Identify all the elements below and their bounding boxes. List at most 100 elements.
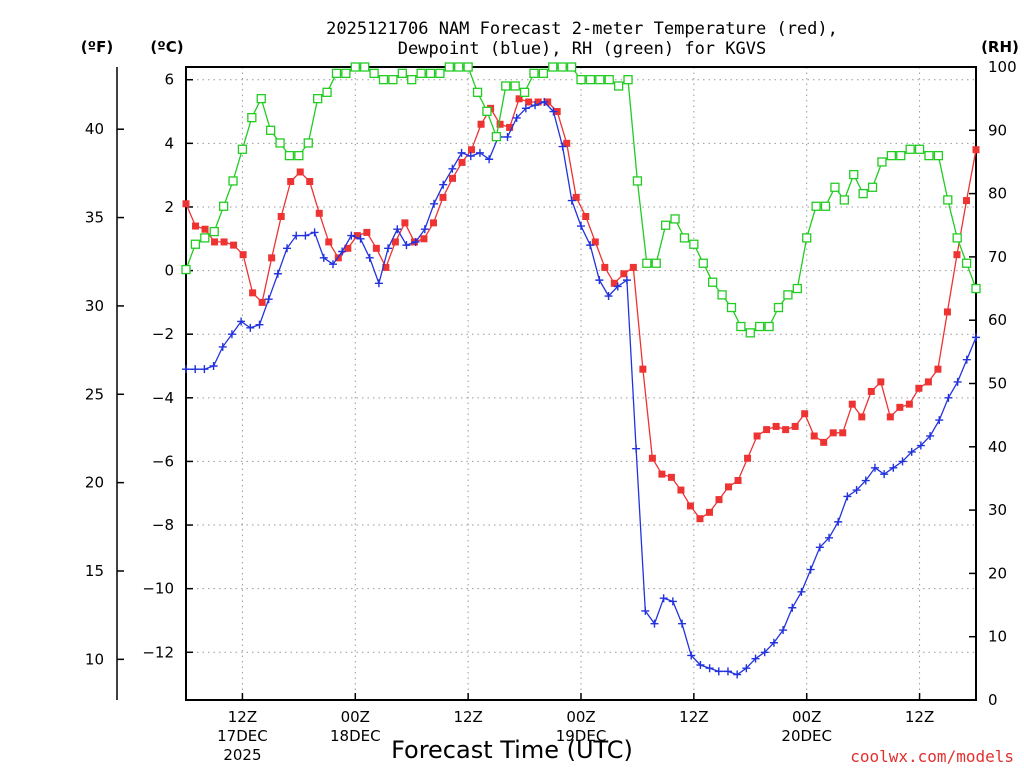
dewpoint-point <box>916 441 925 450</box>
x-tick-label-date: 20DEC <box>781 727 832 745</box>
rh-point <box>472 87 483 97</box>
rh-point <box>604 75 614 85</box>
dewpoint-point <box>760 648 769 657</box>
dewpoint-point <box>733 670 742 679</box>
rh-point <box>548 62 558 72</box>
rh-point <box>830 182 840 192</box>
dewpoint-point <box>292 231 301 240</box>
dewpoint-point <box>200 365 209 374</box>
rh-point <box>463 62 473 72</box>
rh-point <box>275 138 285 148</box>
temperature-point <box>182 200 190 208</box>
rh-point <box>388 75 398 85</box>
celsius-tick-label: −8 <box>152 516 174 534</box>
x-tick-label-time: 12Z <box>453 708 482 726</box>
temperature-point <box>915 384 923 392</box>
dewpoint-point <box>283 244 292 253</box>
temperature-point <box>277 213 285 221</box>
celsius-tick-label: −12 <box>142 643 174 661</box>
tick-labels: 6420−2−4−6−8−10−124035302520151010090807… <box>85 58 1017 764</box>
rh-point <box>331 68 342 78</box>
rh-point <box>726 302 737 313</box>
rh-point <box>350 62 360 72</box>
rh-point <box>294 150 304 161</box>
temperature-point <box>886 413 894 421</box>
dewpoint-point <box>310 228 319 237</box>
celsius-tick-label: 4 <box>164 134 174 152</box>
dewpoint-point <box>659 594 668 603</box>
x-axis-title: Forecast Time (UTC) <box>391 736 633 764</box>
fahrenheit-tick-label: 35 <box>85 209 104 227</box>
temperature-point <box>820 438 828 446</box>
dewpoint-point <box>384 244 393 253</box>
temperature-point <box>801 410 809 418</box>
rh-tick-label: 40 <box>988 438 1007 456</box>
temperature-point <box>230 241 238 249</box>
celsius-tick-label: −6 <box>152 452 174 470</box>
rh-tick-label: 10 <box>988 628 1007 646</box>
fahrenheit-tick-label: 40 <box>85 120 104 138</box>
rh-unit-label: (RH) <box>981 38 1019 56</box>
dewpoint-point <box>246 323 255 332</box>
rh-point <box>623 75 633 85</box>
rh-point <box>764 321 774 332</box>
temperature-point <box>287 178 295 186</box>
temperature-point <box>220 238 228 246</box>
rh-point <box>943 195 953 205</box>
dewpoint-point <box>356 234 365 243</box>
series-rh <box>181 62 981 338</box>
temperature-point <box>458 158 466 166</box>
dewpoint-point <box>870 463 879 472</box>
rh-point <box>613 81 624 91</box>
dewpoint-point <box>632 444 641 453</box>
temperature-point <box>972 146 980 154</box>
rh-point <box>961 258 972 268</box>
rh-point <box>529 68 539 78</box>
dewpoint-point <box>806 565 815 574</box>
dewpoint-point <box>595 276 604 285</box>
temperature-point <box>943 308 951 316</box>
temperature-point <box>296 168 304 176</box>
rh-point <box>284 150 295 161</box>
dewpoint-point <box>182 365 190 374</box>
celsius-tick-label: 2 <box>164 198 174 216</box>
dewpoint-point <box>485 155 494 164</box>
rh-point <box>200 233 210 243</box>
fahrenheit-tick-label: 25 <box>85 385 104 403</box>
dewpoint-point <box>521 104 530 113</box>
dewpoint-point <box>457 148 466 157</box>
rh-tick-label: 90 <box>988 121 1007 139</box>
rh-point <box>933 150 944 161</box>
rh-tick-label: 30 <box>988 501 1007 519</box>
rh-point <box>670 214 680 224</box>
rh-point <box>717 290 727 300</box>
rh-point <box>218 201 229 211</box>
temperature-point <box>772 422 780 430</box>
dewpoint-point <box>788 603 797 612</box>
rh-point <box>689 239 699 249</box>
x-tick-label-time: 00Z <box>792 708 821 726</box>
dewpoint-point <box>411 237 420 246</box>
rh-point <box>256 94 266 104</box>
plot-frame <box>185 66 977 701</box>
temperature-point <box>905 400 913 408</box>
rh-point <box>679 233 690 243</box>
dewpoint-point <box>586 241 595 250</box>
x-tick-label-date: 19DEC <box>556 727 607 745</box>
series-line-temperature <box>185 97 977 520</box>
rh-point <box>566 62 577 72</box>
rh-point <box>886 150 897 161</box>
temperature-point <box>763 426 771 434</box>
rh-point <box>698 258 708 268</box>
rh-point <box>341 68 351 78</box>
dewpoint-point <box>742 664 751 673</box>
dewpoint-point <box>374 279 383 288</box>
rh-point <box>313 94 323 104</box>
temperature-point <box>658 470 666 478</box>
rh-point <box>783 290 793 300</box>
rh-point <box>491 131 502 142</box>
rh-point <box>924 150 934 161</box>
dewpoint-point <box>935 416 944 425</box>
rh-point <box>736 321 746 332</box>
temperature-point <box>829 429 837 437</box>
